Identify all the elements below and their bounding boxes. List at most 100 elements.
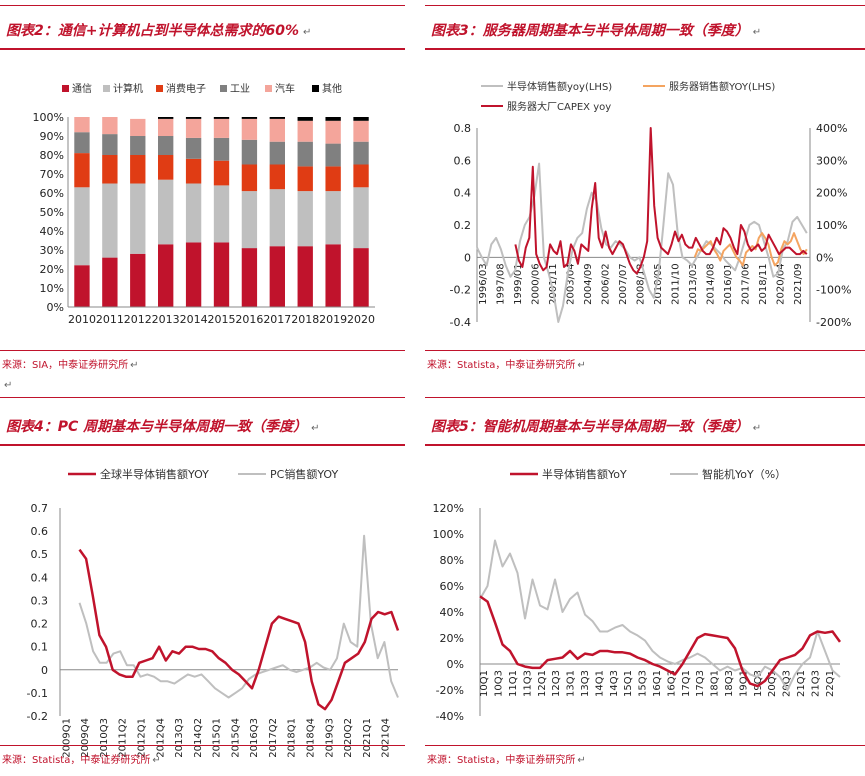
x-tick-label: 2020 [347,313,375,326]
x-tick-label: 2014 [180,313,208,326]
x-tick-label: 10Q3 [494,670,505,697]
chart-3-title-text: 图表3：服务器周期基本与半导体周期一致（季度） [431,23,749,39]
x-tick-label: 2001/11 [548,263,559,305]
x-tick-label: 2016/01 [723,263,734,305]
bar-segment [241,117,258,119]
y-tick-label: 0.4 [31,571,49,584]
x-tick-label: 12Q1 [537,670,548,697]
y-tick-label: 60% [440,580,464,593]
return-mark-icon: ↵ [752,27,762,38]
y-tick-label: 50% [40,206,64,219]
y-right-tick-label: 400% [816,122,847,135]
y-tick-label: 60% [40,187,64,200]
x-tick-label: 2000/06 [530,263,541,305]
bar-segment [353,187,369,249]
source-label: 来源： [427,755,457,766]
bar-segment [185,117,202,119]
legend-label: 汽车 [275,82,295,95]
bar-segment [213,185,230,243]
y-tick-label: 0% [47,301,64,314]
y-tick-label: 40% [440,606,464,619]
bar-segment [325,120,341,144]
x-tick-label: 2020/04 [776,263,787,305]
bar-segment [241,118,258,140]
source-label: 来源： [427,360,457,371]
x-tick-label: 2017 [263,313,291,326]
chart-5-title-text: 图表5：智能机周期基本与半导体周期一致（季度） [431,419,749,435]
bar-segment [130,253,146,307]
bar-segment [269,164,285,190]
x-tick-label: 2009Q4 [80,718,91,758]
chart-3-svg: 半导体销售额yoy(LHS) 服务器销售额YOY(LHS) 服务器大厂CAPEX y… [450,80,852,329]
title-bottom-rule [425,444,865,446]
bar-segment [158,179,174,245]
x-tick-label: 2009Q1 [61,718,72,758]
return-mark-icon: ↵ [577,360,586,371]
source-top-rule [425,350,865,351]
chart-4-svg: 全球半导体销售额YOY PC销售额YOY -0.2 -0.1 0 0.1 0.2 0.3 0.4… [27,467,400,758]
bar-segment [102,155,118,184]
legend-swatch-2 [156,85,163,92]
bar-segment [353,117,369,121]
x-tick-label: 11Q3 [522,670,533,697]
x-tick-label: 18Q1 [710,670,721,697]
bar-segment [213,117,230,119]
chart-3-title: 图表3：服务器周期基本与半导体周期一致（季度） ↵ [431,20,761,40]
series-line-pc [78,534,399,699]
bar-segment [241,164,258,192]
bar-segment [297,191,313,247]
bar-segment [269,118,285,142]
legend-label: 消费电子 [166,82,206,95]
x-tick-label: 15Q1 [623,670,634,697]
bar-segment [185,242,202,307]
title-top-rule [425,5,865,6]
bar-segment [297,120,313,142]
x-tick-label: 21Q1 [796,670,807,697]
series-line-phone [479,539,841,691]
bar-segment [269,117,285,119]
bar-segment [241,248,258,307]
bar-segment [185,183,202,243]
x-tick-label: 2012Q1 [137,718,148,758]
y-left-tick-label: 0.6 [454,154,472,167]
y-tick-label: -40% [436,710,464,723]
series-line-capex [514,127,808,275]
bar-segment [269,189,285,247]
x-tick-label: 2020Q2 [343,718,354,758]
y-right-tick-label: -200% [816,316,851,329]
bar-segment [297,246,313,307]
x-tick-label: 2014Q2 [193,718,204,758]
legend-label: 半导体销售额yoy(LHS) [507,80,612,93]
bar-segment [130,155,146,184]
x-tick-label: 2007/07 [618,263,629,305]
x-tick-label: 2010/05 [653,263,664,305]
bar-segment [74,265,90,307]
bar-segment [325,117,341,121]
title-top-rule [0,397,405,398]
bar-segment [158,244,174,307]
x-tick-label: 19Q3 [753,670,764,697]
x-tick-label: 15Q3 [638,670,649,697]
legend-label: 工业 [230,83,250,95]
x-tick-label: 12Q3 [551,670,562,697]
y-tick-label: 0 [41,664,48,677]
y-tick-label: 40% [40,225,64,238]
return-mark-icon: ↵ [577,755,586,766]
x-tick-label: 2015 [208,313,236,326]
legend-swatch-4 [265,85,272,92]
paragraph-return-mark-icon: ↵ [4,380,13,391]
chart-2-title: 图表2：通信+计算机占到半导体总需求的60% ↵ [6,20,311,40]
chart-5-svg: 半导体销售额YoY 智能机YoY（%） -40% -20% 0% 20% 40% 60% 80%… [433,467,842,723]
x-tick-label: 2021/09 [793,263,804,305]
source-label: 来源： [2,755,32,766]
return-mark-icon: ↵ [752,423,762,434]
y-tick-label: 10% [40,282,64,295]
chart-4-title: 图表4：PC 周期基本与半导体周期一致（季度） ↵ [6,416,320,436]
x-tick-label: 2012Q4 [155,718,166,758]
legend-label: 通信 [72,83,92,95]
y-left-tick-label: -0.2 [450,284,471,297]
title-bottom-rule [0,444,405,446]
x-tick-label: 16Q3 [666,670,677,697]
x-tick-label: 16Q1 [652,670,663,697]
title-top-rule [425,397,865,398]
